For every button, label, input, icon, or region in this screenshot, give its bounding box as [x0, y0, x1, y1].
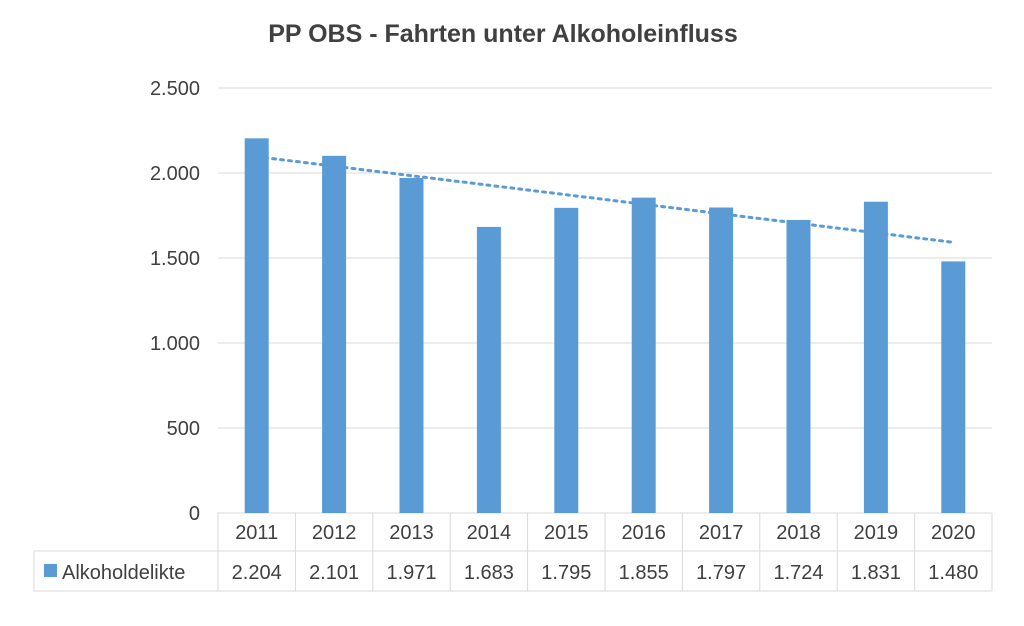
data-table-value: 2.204	[232, 562, 282, 584]
bar-2014	[476, 226, 501, 513]
y-tick-label: 500	[167, 418, 200, 440]
bars	[244, 138, 966, 514]
x-tick-label: 2018	[776, 522, 821, 544]
data-table-value: 1.971	[386, 562, 436, 584]
x-tick-label: 2016	[621, 522, 666, 544]
bar-2018	[786, 219, 811, 514]
x-tick-label: 2015	[544, 522, 589, 544]
bar-2013	[399, 177, 424, 513]
data-table: 2011 2.204 2012 2.101 2013 1.971 2014 1.683 2015…	[33, 513, 993, 592]
bar-2011	[244, 138, 269, 513]
x-tick-label: 2014	[467, 522, 512, 544]
legend-series-name: Alkoholdelikte	[62, 562, 185, 584]
data-table-value: 1.797	[696, 562, 746, 584]
y-tick-label: 0	[189, 503, 200, 525]
data-table-value: 1.795	[541, 562, 591, 584]
trendline	[255, 155, 955, 244]
gridlines	[218, 87, 992, 514]
y-tick-label: 1.500	[150, 248, 200, 270]
data-table-value: 1.831	[851, 562, 901, 584]
bar-2019	[863, 201, 888, 514]
chart-title: PP OBS - Fahrten unter Alkoholeinfluss	[268, 20, 738, 48]
y-tick-label: 2.500	[150, 78, 200, 100]
y-axis-tick-labels: 0 500 1.000 1.500 2.000 2.500	[150, 78, 200, 525]
bar-2017	[709, 207, 734, 513]
data-table-value: 1.683	[464, 562, 514, 584]
bar-2020	[941, 261, 966, 513]
x-tick-label: 2012	[312, 522, 357, 544]
data-table-value: 1.724	[773, 562, 823, 584]
x-tick-label: 2011	[235, 522, 278, 544]
bar-2015	[554, 207, 579, 513]
data-table-value: 1.855	[619, 562, 669, 584]
x-tick-label: 2020	[931, 522, 976, 544]
x-tick-label: 2017	[699, 522, 744, 544]
bar-2016	[631, 197, 656, 513]
y-tick-label: 2.000	[150, 163, 200, 185]
x-tick-label: 2013	[389, 522, 434, 544]
legend-swatch	[44, 564, 57, 577]
x-tick-label: 2019	[854, 522, 899, 544]
trendline-group	[255, 155, 955, 244]
data-table-value: 2.101	[309, 562, 359, 584]
y-tick-label: 1.000	[150, 333, 200, 355]
bar-2012	[322, 155, 347, 513]
data-table-value: 1.480	[928, 562, 978, 584]
